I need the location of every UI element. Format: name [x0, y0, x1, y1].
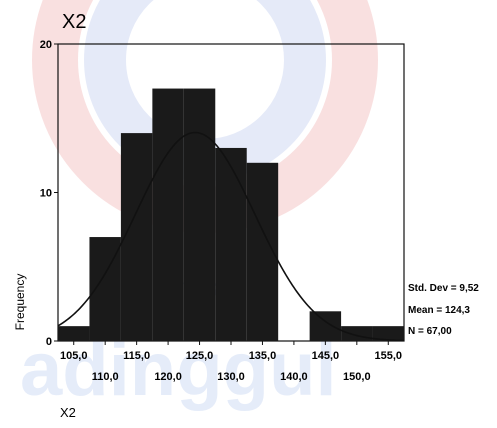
bar-155 [372, 326, 404, 341]
x-tick-label-115,0: 115,0 [123, 350, 150, 362]
x-tick-label-120,0: 120,0 [154, 371, 182, 383]
x-axis-ticks: 105,0 115,0 125,0 135,0 145,0 155,0 110,0 120,0… [60, 341, 402, 383]
chart-title: X2 [62, 11, 86, 33]
bar-120 [152, 88, 184, 341]
bar-130 [215, 147, 247, 341]
bar-125 [183, 88, 216, 341]
bar-145 [309, 311, 342, 341]
y-axis-label: Frequency [13, 274, 27, 331]
x-tick-label-135,0: 135,0 [249, 350, 277, 362]
x-tick-label-105,0: 105,0 [60, 350, 88, 362]
x-tick-label-150,0: 150,0 [343, 371, 371, 383]
stat-mean: Mean = 124,3 [408, 305, 470, 316]
x-tick-label-140,0: 140,0 [280, 371, 308, 383]
y-tick-label-20: 20 [40, 39, 52, 51]
x-axis-label: X2 [60, 405, 76, 420]
x-tick-label-145,0: 145,0 [312, 350, 340, 362]
bars-group [58, 88, 404, 341]
x-tick-label-155,0: 155,0 [375, 350, 403, 362]
x-tick-label-125,0: 125,0 [186, 350, 214, 362]
stat-std-dev: Std. Dev = 9,52 [408, 283, 479, 294]
bar-105 [58, 326, 90, 341]
x-tick-label-110,0: 110,0 [92, 371, 119, 383]
y-axis-ticks: 0 10 20 [40, 39, 58, 348]
y-tick-label-10: 10 [40, 188, 52, 200]
normal-curve [57, 131, 405, 342]
x-tick-label-130,0: 130,0 [217, 371, 245, 383]
stat-n: N = 67,00 [408, 326, 452, 337]
y-tick-label-0: 0 [46, 336, 52, 348]
bar-150 [341, 326, 373, 341]
bar-115 [120, 133, 153, 341]
